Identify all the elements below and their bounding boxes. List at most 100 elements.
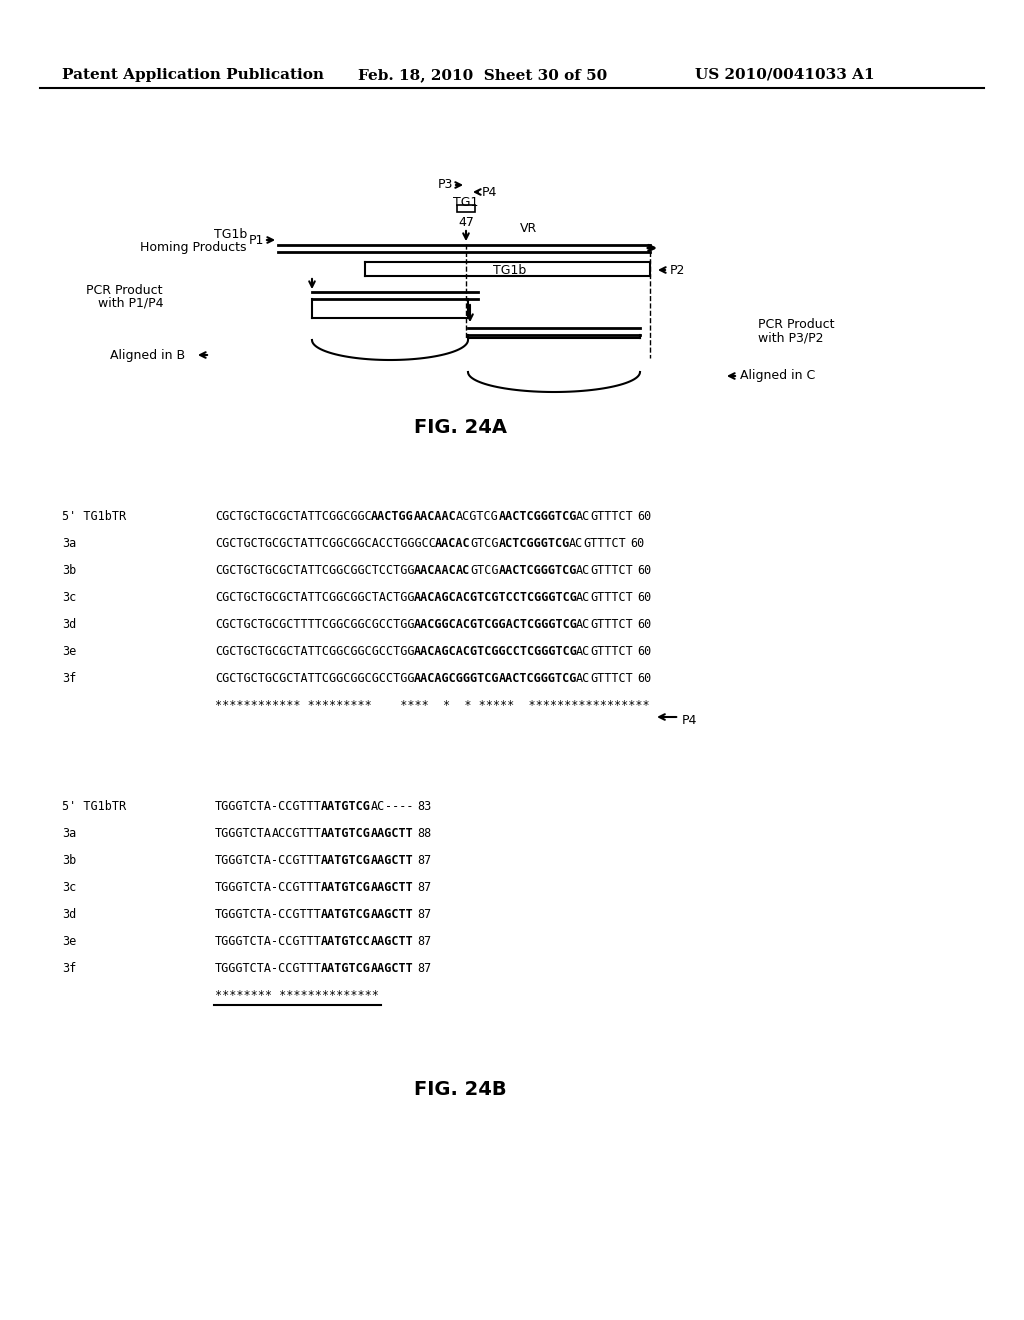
Text: 3f: 3f: [62, 962, 76, 975]
Text: 87: 87: [418, 962, 431, 975]
Text: CGCTGCTGCGCTATTCGGCGGCTACTGG: CGCTGCTGCGCTATTCGGCGGCTACTGG: [215, 591, 415, 605]
Text: TGGGTCTA-CCGTTT: TGGGTCTA-CCGTTT: [215, 800, 322, 813]
Text: 87: 87: [418, 908, 431, 921]
Text: Homing Products: Homing Products: [140, 242, 247, 255]
Text: TG1b: TG1b: [214, 228, 247, 242]
Text: AAGCTT: AAGCTT: [371, 908, 414, 921]
Text: with P1/P4: with P1/P4: [97, 297, 163, 309]
Text: 60: 60: [637, 645, 651, 657]
Text: AC: AC: [577, 510, 591, 523]
Text: AATGTCG: AATGTCG: [322, 880, 371, 894]
Text: 87: 87: [418, 880, 431, 894]
Text: 3c: 3c: [62, 591, 76, 605]
Text: AACAGCGGGTCG: AACAGCGGGTCG: [414, 672, 499, 685]
Text: AATGTCC: AATGTCC: [322, 935, 371, 948]
Text: AATGTCG: AATGTCG: [322, 854, 371, 867]
Text: AACTCGGGTCG: AACTCGGGTCG: [499, 672, 577, 685]
Text: GTTTCT: GTTTCT: [591, 618, 633, 631]
Text: AATGTCG: AATGTCG: [322, 908, 371, 921]
Text: GTCG: GTCG: [470, 537, 499, 550]
Text: AACAAC: AACAAC: [414, 564, 456, 577]
Text: 3f: 3f: [62, 672, 76, 685]
Text: P1: P1: [249, 234, 264, 247]
Text: AACAGCACGTCGTCCTCGGGTCG: AACAGCACGTCGTCCTCGGGTCG: [414, 591, 578, 605]
Text: 60: 60: [637, 591, 651, 605]
Text: TG1: TG1: [454, 195, 478, 209]
Text: TGGGTCTA-CCGTTT: TGGGTCTA-CCGTTT: [215, 880, 322, 894]
Text: Aligned in B: Aligned in B: [110, 348, 185, 362]
Text: ACGTCG: ACGTCG: [456, 510, 499, 523]
Text: TGGGTCTA: TGGGTCTA: [215, 828, 272, 840]
Text: TGGGTCTA-CCGTTT: TGGGTCTA-CCGTTT: [215, 935, 322, 948]
Text: AATGTCG: AATGTCG: [322, 962, 371, 975]
Text: ACTCGGGTCG: ACTCGGGTCG: [499, 537, 569, 550]
Text: Aligned in C: Aligned in C: [740, 370, 815, 383]
Text: PCR Product: PCR Product: [86, 284, 163, 297]
Text: GTTTCT: GTTTCT: [591, 564, 633, 577]
Text: AATGTCG: AATGTCG: [322, 800, 371, 813]
Text: CGCTGCTGCGCTATTCGGCGGCGCCTGG: CGCTGCTGCGCTATTCGGCGGCGCCTGG: [215, 645, 415, 657]
Text: TG1b: TG1b: [494, 264, 526, 276]
Text: FIG. 24B: FIG. 24B: [414, 1080, 506, 1100]
Text: AAGCTT: AAGCTT: [371, 854, 414, 867]
Text: 87: 87: [418, 854, 431, 867]
Text: 3e: 3e: [62, 645, 76, 657]
Text: 87: 87: [418, 935, 431, 948]
Text: VR: VR: [520, 222, 538, 235]
Text: CGCTGCTGCGCTATTCGGCGGC: CGCTGCTGCGCTATTCGGCGGC: [215, 510, 372, 523]
Text: AC: AC: [577, 645, 591, 657]
Text: ************ *********    ****  *  * *****  *****************: ************ ********* **** * * ***** **…: [215, 700, 649, 711]
Text: AATGTCG: AATGTCG: [322, 828, 371, 840]
Text: AAGCTT: AAGCTT: [371, 828, 414, 840]
Text: TGGGTCTA-CCGTTT: TGGGTCTA-CCGTTT: [215, 908, 322, 921]
Text: 60: 60: [630, 537, 644, 550]
Text: ******** **************: ******** **************: [215, 989, 379, 1002]
Text: AC: AC: [456, 564, 470, 577]
Text: GTTTCT: GTTTCT: [591, 645, 633, 657]
Text: P4: P4: [482, 186, 498, 198]
Text: AAGCTT: AAGCTT: [371, 935, 414, 948]
Text: 3e: 3e: [62, 935, 76, 948]
Text: 83: 83: [418, 800, 431, 813]
Text: AACGGCACGTCGGACTCGGGTCG: AACGGCACGTCGGACTCGGGTCG: [414, 618, 578, 631]
Text: AACTCGGGTCG: AACTCGGGTCG: [499, 510, 577, 523]
Text: Patent Application Publication: Patent Application Publication: [62, 69, 324, 82]
Text: CGCTGCTGCGCTTTTCGGCGGCGCCTGG: CGCTGCTGCGCTTTTCGGCGGCGCCTGG: [215, 618, 415, 631]
Text: CGCTGCTGCGCTATTCGGCGGCTCCTGG: CGCTGCTGCGCTATTCGGCGGCTCCTGG: [215, 564, 415, 577]
Text: Feb. 18, 2010  Sheet 30 of 50: Feb. 18, 2010 Sheet 30 of 50: [358, 69, 607, 82]
Text: 88: 88: [418, 828, 431, 840]
Text: GTCG: GTCG: [470, 564, 499, 577]
Text: TGGGTCTA-CCGTTT: TGGGTCTA-CCGTTT: [215, 962, 322, 975]
Text: with P3/P2: with P3/P2: [758, 331, 823, 345]
Text: AACTCGGGTCG: AACTCGGGTCG: [499, 564, 577, 577]
Text: ----: ----: [385, 800, 414, 813]
Text: P4: P4: [682, 714, 697, 726]
Text: 5' TG1bTR: 5' TG1bTR: [62, 800, 126, 813]
Text: 60: 60: [637, 564, 651, 577]
Text: 3d: 3d: [62, 618, 76, 631]
Text: GTTTCT: GTTTCT: [591, 510, 633, 523]
Text: 3b: 3b: [62, 854, 76, 867]
Bar: [457, 205, 475, 213]
Text: AACAC: AACAC: [434, 537, 470, 550]
Text: TGGGTCTA-CCGTTT: TGGGTCTA-CCGTTT: [215, 854, 322, 867]
Text: US 2010/0041033 A1: US 2010/0041033 A1: [695, 69, 874, 82]
Text: 3a: 3a: [62, 828, 76, 840]
Text: 3d: 3d: [62, 908, 76, 921]
Text: AC: AC: [577, 591, 591, 605]
Text: ACCGTTT: ACCGTTT: [271, 828, 322, 840]
Text: GTTTCT: GTTTCT: [591, 672, 633, 685]
Text: CGCTGCTGCGCTATTCGGCGGCACCTGGGCC: CGCTGCTGCGCTATTCGGCGGCACCTGGGCC: [215, 537, 436, 550]
Text: AAGCTT: AAGCTT: [371, 880, 414, 894]
Text: AC: AC: [577, 564, 591, 577]
Text: 60: 60: [637, 510, 651, 523]
Text: AC: AC: [577, 618, 591, 631]
Text: AC: AC: [371, 800, 385, 813]
Text: 3a: 3a: [62, 537, 76, 550]
Text: AACTGG: AACTGG: [371, 510, 414, 523]
Text: P3: P3: [437, 178, 453, 191]
Text: 3b: 3b: [62, 564, 76, 577]
Text: CGCTGCTGCGCTATTCGGCGGCGCCTGG: CGCTGCTGCGCTATTCGGCGGCGCCTGG: [215, 672, 415, 685]
Text: AACAGCACGTCGGCCTCGGGTCG: AACAGCACGTCGGCCTCGGGTCG: [414, 645, 578, 657]
Text: AACAAC: AACAAC: [414, 510, 456, 523]
